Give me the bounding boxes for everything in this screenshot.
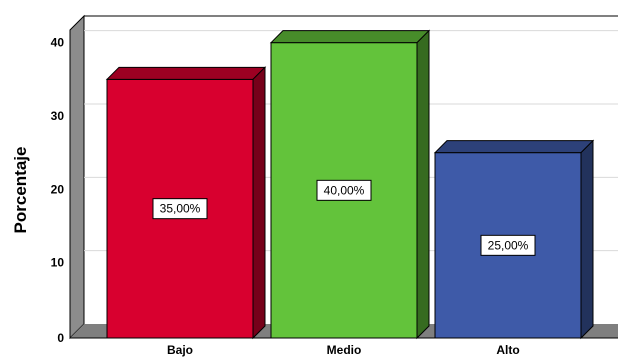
data-label-text: 25,00%	[488, 238, 529, 252]
bar-side	[580, 139, 594, 340]
data-label-box	[480, 234, 536, 256]
y-tick-label: 0	[57, 331, 64, 345]
bar-top	[433, 140, 595, 154]
y-tick-label: 40	[51, 36, 65, 50]
data-label: 35,00%	[152, 198, 208, 220]
x-category-label: Medio	[327, 343, 362, 357]
x-category-label: Alto	[496, 343, 519, 357]
bar-bajo: 35,00%	[105, 66, 267, 340]
bar-medio: 40,00%	[269, 29, 431, 340]
data-label: 25,00%	[480, 234, 536, 256]
plot-left-wall	[69, 14, 85, 340]
data-label: 40,00%	[316, 179, 372, 201]
y-tick-label: 10	[51, 256, 65, 270]
bar-side	[416, 29, 430, 340]
data-label-text: 35,00%	[160, 202, 201, 216]
x-category-label: Bajo	[167, 343, 193, 357]
data-label-text: 40,00%	[324, 183, 365, 197]
y-axis-ticks: 0 10 20 30 40	[51, 36, 65, 345]
y-tick-label: 20	[51, 182, 65, 196]
bar-side	[252, 66, 266, 340]
y-tick-label: 30	[51, 109, 65, 123]
bar-alto: 25,00%	[433, 139, 595, 340]
bar-top	[105, 66, 267, 80]
data-label-box	[152, 198, 208, 220]
bar-top	[269, 30, 431, 44]
bars: 35,00% 40,00% 25,00%	[105, 29, 595, 340]
y-axis-title: Porcentaje	[11, 147, 30, 234]
data-label-box	[316, 179, 372, 201]
x-axis-categories: Bajo Medio Alto	[167, 343, 520, 357]
